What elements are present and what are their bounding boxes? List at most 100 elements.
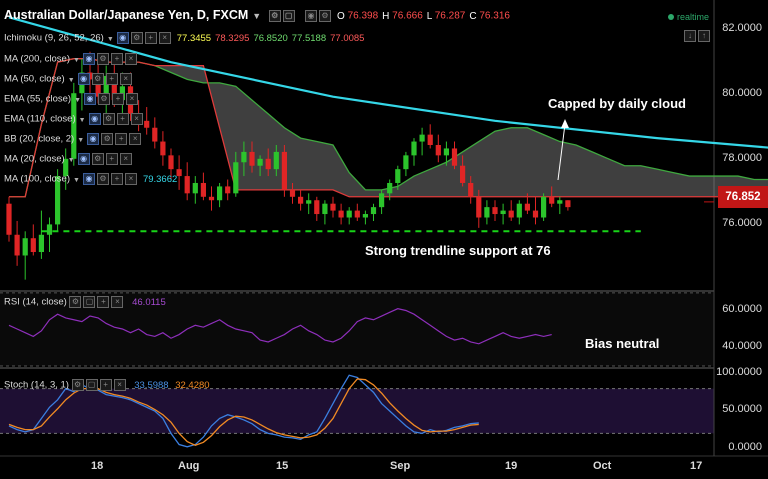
add-icon[interactable]: + bbox=[144, 32, 157, 44]
indicator-row[interactable]: Ichimoku (9, 26, 52, 26) ▼ ◉ ⚙ + × 77.3455 78.3… bbox=[4, 32, 364, 44]
chevron-down-icon[interactable]: ▼ bbox=[78, 116, 86, 124]
indicator-label[interactable]: EMA (110, close) bbox=[4, 113, 76, 125]
candle-body bbox=[144, 120, 150, 128]
annotation-arrow bbox=[557, 123, 566, 181]
chevron-down-icon[interactable]: ▼ bbox=[74, 96, 81, 104]
eye-icon[interactable]: ◉ bbox=[84, 93, 96, 105]
chevron-down-icon[interactable]: ▼ bbox=[77, 136, 85, 144]
candle-body bbox=[346, 210, 352, 218]
chevron-down-icon[interactable]: ▼ bbox=[252, 11, 262, 21]
chevron-down-icon[interactable]: ▼ bbox=[73, 56, 80, 64]
symbol-header[interactable]: Australian Dollar/Japanese Yen, D, FXCM ▼… bbox=[4, 8, 297, 22]
add-icon[interactable]: + bbox=[116, 113, 129, 125]
add-icon[interactable]: + bbox=[105, 153, 118, 165]
fullscreen-icon[interactable]: ▢ bbox=[83, 296, 96, 308]
settings-icon[interactable]: ⚙ bbox=[71, 379, 84, 391]
indicator-label[interactable]: Ichimoku (9, 26, 52, 26) bbox=[4, 32, 104, 44]
chevron-down-icon[interactable]: ▼ bbox=[106, 35, 114, 43]
candle-body bbox=[476, 196, 482, 218]
add-icon[interactable]: + bbox=[105, 73, 118, 85]
indicator-row[interactable]: BB (20, close, 2) ▼ ◉ ⚙ + × bbox=[4, 133, 143, 145]
indicator-label[interactable]: MA (100, close) bbox=[4, 173, 70, 185]
settings-icon[interactable]: ⚙ bbox=[319, 10, 331, 22]
candle-body bbox=[14, 234, 20, 256]
candle-body bbox=[330, 203, 336, 211]
add-icon[interactable]: + bbox=[97, 296, 110, 308]
chevron-down-icon[interactable]: ▼ bbox=[67, 76, 75, 84]
indicator-value: 77.0085 bbox=[330, 32, 365, 44]
indicator-label[interactable]: MA (20, close) bbox=[4, 153, 65, 165]
add-icon[interactable]: + bbox=[99, 379, 112, 391]
indicator-row[interactable]: MA (200, close) ▼ ◉ ⚙ + × bbox=[4, 53, 139, 65]
indicator-row[interactable]: EMA (55, close) ▼ ◉ ⚙ + × bbox=[4, 93, 140, 105]
close-icon[interactable]: × bbox=[111, 296, 124, 308]
settings-icon[interactable]: ⚙ bbox=[268, 9, 281, 22]
close-icon[interactable]: × bbox=[130, 113, 143, 125]
arrow-down-icon[interactable]: ↓ bbox=[684, 29, 696, 42]
candle-body bbox=[87, 72, 93, 80]
eye-icon[interactable]: ◉ bbox=[116, 32, 129, 44]
candle-body bbox=[549, 196, 555, 204]
close-icon[interactable]: × bbox=[129, 133, 142, 145]
eye-icon[interactable]: ◉ bbox=[77, 73, 90, 85]
chevron-down-icon[interactable]: ▼ bbox=[73, 176, 80, 184]
price-tick: 82.0000 bbox=[722, 22, 762, 34]
close-icon[interactable]: × bbox=[119, 153, 132, 165]
close-icon[interactable]: × bbox=[158, 32, 171, 44]
candle-body bbox=[500, 210, 506, 215]
candle-body bbox=[30, 238, 36, 253]
fullscreen-icon[interactable]: ▢ bbox=[85, 379, 98, 391]
arrow-up-icon[interactable]: ↑ bbox=[698, 29, 710, 42]
symbol-title[interactable]: Australian Dollar/Japanese Yen, D, FXCM bbox=[4, 8, 249, 22]
close-icon[interactable]: × bbox=[124, 173, 137, 185]
close-icon[interactable]: × bbox=[119, 73, 132, 85]
settings-icon[interactable]: ⚙ bbox=[130, 32, 143, 44]
candle-body bbox=[160, 141, 166, 156]
settings-icon[interactable]: ⚙ bbox=[96, 53, 109, 65]
eye-icon[interactable]: ◉ bbox=[82, 173, 95, 185]
candle-body bbox=[71, 93, 77, 159]
indicator-row[interactable]: MA (100, close) ▼ ◉ ⚙ + × 79.3662 bbox=[4, 173, 177, 185]
add-icon[interactable]: + bbox=[110, 53, 123, 65]
eye-icon[interactable]: ◉ bbox=[82, 53, 95, 65]
candle-body bbox=[314, 200, 320, 215]
add-icon[interactable]: + bbox=[112, 93, 124, 105]
stoch-k-value: 33.5988 bbox=[134, 379, 169, 391]
indicator-label[interactable]: BB (20, close, 2) bbox=[4, 133, 75, 145]
indicator-label[interactable]: EMA (55, close) bbox=[4, 93, 72, 105]
eye-icon[interactable]: ◉ bbox=[88, 113, 101, 125]
annotation-bias: Bias neutral bbox=[585, 336, 660, 351]
candle-body bbox=[379, 193, 385, 208]
eye-icon[interactable]: ◉ bbox=[77, 153, 90, 165]
eye-icon[interactable]: ◉ bbox=[87, 133, 100, 145]
settings-icon[interactable]: ⚙ bbox=[102, 113, 115, 125]
candle-body bbox=[152, 127, 158, 142]
indicator-row[interactable]: MA (20, close) ▼ ◉ ⚙ + × bbox=[4, 153, 134, 165]
candle-body bbox=[532, 210, 539, 218]
candle-body bbox=[298, 196, 304, 204]
close-icon[interactable]: × bbox=[113, 379, 126, 391]
add-icon[interactable]: + bbox=[110, 173, 123, 185]
indicator-label[interactable]: MA (50, close) bbox=[4, 73, 65, 85]
settings-icon[interactable]: ⚙ bbox=[98, 93, 110, 105]
live-dot-icon bbox=[668, 14, 674, 20]
indicator-label[interactable]: MA (200, close) bbox=[4, 53, 70, 65]
settings-icon[interactable]: ⚙ bbox=[96, 173, 109, 185]
settings-icon[interactable]: ⚙ bbox=[91, 73, 104, 85]
chevron-down-icon[interactable]: ▼ bbox=[67, 156, 75, 164]
candle-body bbox=[273, 151, 279, 170]
rsi-legend: RSI (14, close) ⚙ ▢ + × 46.0115 bbox=[4, 296, 166, 308]
settings-icon[interactable]: ⚙ bbox=[101, 133, 114, 145]
indicator-row[interactable]: MA (50, close) ▼ ◉ ⚙ + × bbox=[4, 73, 134, 85]
settings-icon[interactable]: ⚙ bbox=[69, 296, 82, 308]
eye-icon[interactable]: ◉ bbox=[305, 10, 317, 22]
indicator-row[interactable]: EMA (110, close) ▼ ◉ ⚙ + × bbox=[4, 113, 145, 125]
add-icon[interactable]: + bbox=[115, 133, 128, 145]
candle-body bbox=[484, 207, 490, 218]
settings-icon[interactable]: ⚙ bbox=[91, 153, 104, 165]
candle-body bbox=[217, 186, 223, 201]
close-icon[interactable]: × bbox=[126, 93, 138, 105]
fullscreen-icon[interactable]: ▢ bbox=[282, 9, 295, 22]
close-icon[interactable]: × bbox=[124, 53, 137, 65]
